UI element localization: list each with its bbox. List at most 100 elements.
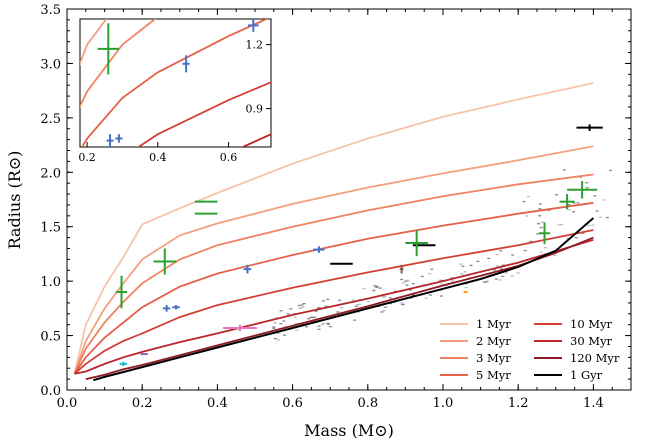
legend-label: 1 Gyr [570, 368, 603, 382]
measurement-point [399, 264, 404, 274]
catalog-point [273, 322, 277, 324]
catalog-point [538, 215, 542, 217]
catalog-point [608, 169, 612, 172]
catalog-point [353, 319, 357, 321]
catalog-point [406, 279, 410, 281]
measurement-point [162, 305, 171, 312]
legend-label: 3 Myr [476, 351, 511, 365]
catalog-point [279, 310, 283, 312]
catalog-point [289, 308, 293, 310]
catalog-point [295, 329, 299, 331]
catalog-point [375, 286, 379, 289]
catalog-point [378, 287, 382, 289]
inset-x-tick-label: 0.6 [220, 151, 238, 164]
catalog-point [383, 295, 387, 298]
measurement-point [567, 180, 598, 199]
catalog-point [373, 285, 377, 287]
x-tick-label: 1.2 [508, 396, 529, 411]
y-tick-label: 1.5 [40, 221, 61, 236]
catalog-point [400, 303, 404, 306]
catalog-point [337, 299, 341, 301]
catalog-point [510, 275, 514, 277]
catalog-point [536, 233, 540, 235]
legend-label: 5 Myr [476, 368, 511, 382]
catalog-point [408, 289, 412, 291]
measurement-point [538, 222, 551, 245]
catalog-point [595, 210, 599, 212]
inset-y-tick-label: 0.9 [246, 103, 264, 116]
catalog-point [420, 275, 424, 278]
legend-label: 10 Myr [570, 317, 613, 331]
catalog-point [317, 325, 321, 327]
catalog-point [302, 302, 306, 305]
catalog-point [562, 169, 566, 171]
main-axis-ticks: 0.0 0.2 0.4 0.6 0.8 1.0 1.2 1.4 0.0 0.5 1.0 1.5 2.0 2… [40, 3, 632, 411]
catalog-point [340, 307, 344, 309]
inset-isochrone-line [80, 19, 157, 109]
legend-item: 5 Myr [440, 368, 511, 382]
catalog-point [605, 216, 609, 219]
catalog-point [326, 298, 330, 301]
catalog-point [566, 237, 570, 239]
measurement-point [97, 23, 119, 75]
measurement-point [223, 324, 257, 332]
catalog-point [504, 272, 508, 274]
catalog-point [326, 323, 330, 326]
catalog-point [356, 304, 360, 306]
measurement-point [313, 246, 325, 253]
catalog-point [428, 294, 432, 296]
catalog-point [430, 268, 434, 270]
catalog-point [314, 310, 318, 312]
measurement-point [248, 19, 259, 32]
isochrone-line [73, 82, 594, 374]
catalog-point [485, 280, 489, 283]
catalog-point [493, 269, 497, 271]
catalog-point [540, 221, 544, 223]
legend-label: 120 Myr [570, 351, 620, 365]
legend-label: 30 Myr [570, 334, 613, 348]
x-tick-label: 0.2 [132, 396, 153, 411]
catalog-point [311, 316, 315, 318]
y-tick-label: 0.5 [40, 330, 61, 345]
legend-item: 1 Gyr [534, 368, 603, 382]
catalog-point [279, 323, 283, 325]
measurement-point [576, 124, 603, 131]
inset-isochrone-line [136, 81, 271, 147]
inset-isochrone-line [81, 19, 269, 147]
x-tick-label: 1.0 [433, 396, 454, 411]
catalog-point [424, 297, 428, 299]
y-tick-label: 2.5 [40, 112, 61, 127]
catalog-point [382, 309, 386, 312]
catalog-point [576, 202, 580, 204]
catalog-point [366, 300, 370, 303]
catalog-point [499, 268, 503, 270]
legend-label: 1 Myr [476, 317, 511, 331]
catalog-point [392, 301, 396, 304]
isochrone-line [73, 229, 594, 375]
inset-x-tick-label: 0.2 [78, 151, 96, 164]
catalog-point [553, 254, 557, 256]
catalog-point [358, 303, 362, 306]
catalog-point [320, 323, 324, 326]
measurement-point [119, 361, 128, 367]
catalog-point [307, 318, 311, 320]
measurement-point [182, 55, 190, 73]
catalog-point [438, 279, 442, 281]
catalog-point [324, 305, 328, 308]
catalog-point [384, 306, 388, 308]
catalog-point [499, 250, 503, 252]
catalog-point [547, 209, 551, 212]
background-star-points [272, 169, 612, 341]
catalog-point [567, 209, 571, 211]
catalog-point [459, 263, 463, 265]
x-tick-label: 0.6 [282, 396, 303, 411]
catalog-point [276, 332, 280, 334]
legend-item: 10 Myr [534, 317, 613, 331]
isochrone-line [73, 173, 594, 375]
y-tick-label: 0.0 [40, 384, 61, 399]
inset-plot: 0.2 0.4 0.6 0.9 1.2 [78, 18, 272, 164]
catalog-point [372, 289, 376, 292]
catalog-point [461, 265, 465, 267]
isochrone-lines [73, 82, 595, 382]
catalog-point [529, 240, 533, 243]
